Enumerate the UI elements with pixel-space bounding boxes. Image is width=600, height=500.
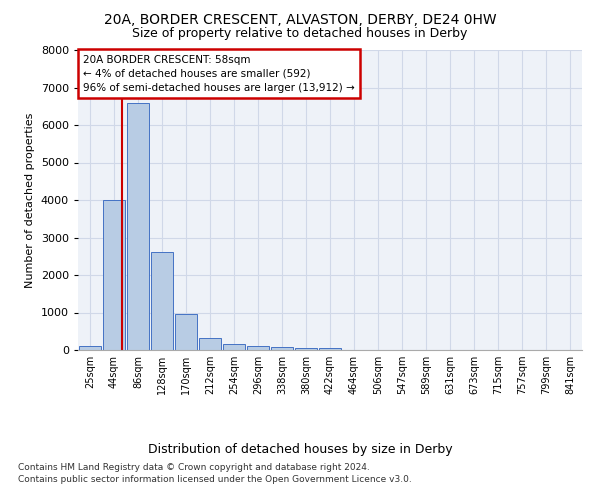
Bar bbox=[151, 252, 173, 350]
Text: Contains public sector information licensed under the Open Government Licence v3: Contains public sector information licen… bbox=[18, 475, 412, 484]
Text: Contains HM Land Registry data © Crown copyright and database right 2024.: Contains HM Land Registry data © Crown c… bbox=[18, 464, 370, 472]
Bar bbox=[175, 314, 197, 350]
Bar bbox=[127, 102, 149, 350]
Y-axis label: Number of detached properties: Number of detached properties bbox=[25, 112, 35, 288]
Bar bbox=[319, 348, 341, 350]
Text: 20A BORDER CRESCENT: 58sqm
← 4% of detached houses are smaller (592)
96% of semi: 20A BORDER CRESCENT: 58sqm ← 4% of detac… bbox=[83, 54, 355, 92]
Bar bbox=[199, 338, 221, 350]
Bar bbox=[247, 346, 269, 350]
Bar bbox=[223, 344, 245, 350]
Text: 20A, BORDER CRESCENT, ALVASTON, DERBY, DE24 0HW: 20A, BORDER CRESCENT, ALVASTON, DERBY, D… bbox=[104, 12, 496, 26]
Bar bbox=[271, 347, 293, 350]
Bar bbox=[79, 346, 101, 350]
Text: Distribution of detached houses by size in Derby: Distribution of detached houses by size … bbox=[148, 442, 452, 456]
Text: Size of property relative to detached houses in Derby: Size of property relative to detached ho… bbox=[133, 28, 467, 40]
Bar bbox=[295, 348, 317, 350]
Bar bbox=[103, 200, 125, 350]
